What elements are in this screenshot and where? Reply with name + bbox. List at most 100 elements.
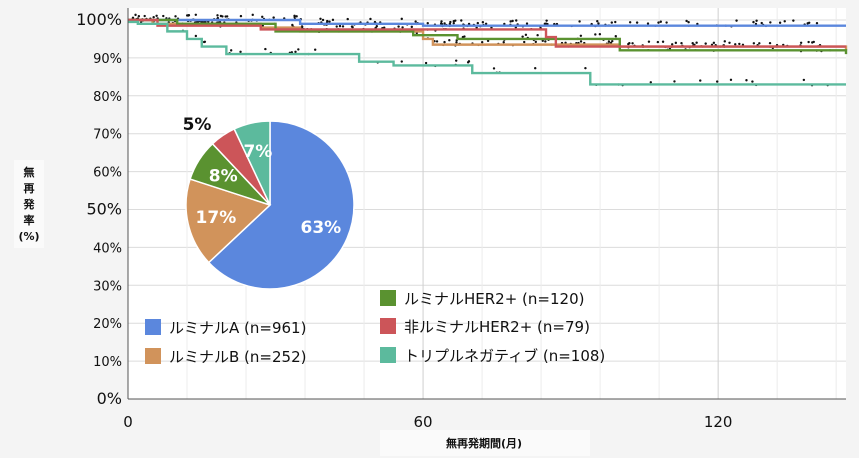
censor-dot bbox=[410, 25, 414, 29]
survival-curve bbox=[128, 18, 846, 27]
censor-dot bbox=[735, 19, 738, 22]
censor-dot bbox=[545, 19, 548, 22]
censor-dot bbox=[610, 21, 613, 24]
censor-dot bbox=[728, 41, 731, 44]
censor-dot bbox=[680, 41, 683, 45]
censor-dot bbox=[751, 80, 754, 83]
censor-dot bbox=[674, 41, 678, 45]
censor-dot bbox=[452, 21, 455, 25]
censor-dot bbox=[484, 22, 488, 26]
censor-dot bbox=[687, 21, 690, 24]
censor-dot bbox=[715, 80, 719, 83]
censor-dot bbox=[203, 40, 207, 43]
y-axis-title-char: 率 bbox=[24, 213, 35, 227]
pie-slice-label: 5% bbox=[183, 115, 212, 135]
censor-dot bbox=[598, 32, 602, 36]
censor-dot bbox=[216, 14, 219, 17]
censor-dot bbox=[704, 42, 707, 45]
legend-swatch bbox=[145, 348, 161, 364]
censor-dot bbox=[745, 79, 748, 82]
censor-dot bbox=[426, 21, 429, 25]
censor-dot bbox=[808, 21, 811, 25]
censor-dot bbox=[448, 39, 451, 42]
censor-dot bbox=[597, 22, 600, 25]
x-axis-title-bg bbox=[380, 430, 590, 456]
censor-dot bbox=[152, 15, 155, 19]
censor-dot bbox=[536, 34, 539, 37]
y-axis-title-char: 無 bbox=[24, 165, 35, 179]
censor-dot bbox=[239, 14, 243, 18]
y-tick-label: 20% bbox=[93, 317, 122, 332]
censor-dot bbox=[755, 19, 758, 22]
x-tick-label: 0 bbox=[123, 413, 133, 431]
censor-dot bbox=[712, 41, 716, 45]
legend-swatch bbox=[145, 319, 161, 335]
censor-dot bbox=[455, 59, 458, 62]
censor-dot bbox=[401, 26, 404, 29]
censor-dot bbox=[659, 20, 662, 23]
censor-dot bbox=[335, 25, 338, 28]
censor-dot bbox=[455, 41, 458, 44]
censor-dot bbox=[752, 20, 755, 24]
censor-dot bbox=[397, 25, 400, 28]
legend-swatch bbox=[380, 347, 396, 363]
censor-dot bbox=[778, 21, 782, 24]
censor-dot bbox=[614, 20, 617, 24]
censor-dot bbox=[769, 21, 772, 24]
pie-slice bbox=[207, 120, 355, 290]
x-axis-title: 無再発期間(月) bbox=[446, 436, 522, 450]
censor-dot bbox=[596, 20, 599, 23]
pie-slice bbox=[185, 178, 272, 264]
censor-dot bbox=[673, 80, 676, 83]
censor-dot bbox=[646, 22, 650, 25]
censor-dot bbox=[435, 40, 439, 43]
censor-dot bbox=[723, 40, 726, 43]
censor-dot bbox=[734, 43, 737, 46]
censor-dot bbox=[628, 21, 632, 24]
pie-slice-label: 8% bbox=[209, 166, 238, 186]
censor-dot bbox=[229, 49, 233, 52]
censor-dot bbox=[369, 17, 372, 21]
censor-dot bbox=[492, 67, 496, 70]
legend-label: トリプルネガティブ (n=108) bbox=[404, 347, 605, 365]
censor-dot bbox=[224, 15, 227, 18]
censor-dot bbox=[454, 19, 457, 22]
censor-dot bbox=[544, 40, 547, 43]
censor-dot bbox=[649, 81, 652, 84]
x-tick-label: 60 bbox=[414, 413, 433, 431]
censor-dot bbox=[502, 41, 505, 44]
censor-dot bbox=[614, 34, 617, 38]
survival-curves bbox=[128, 18, 848, 86]
censor-dot bbox=[695, 41, 698, 44]
censor-dot bbox=[463, 35, 466, 38]
pie-chart: 63% 17% 8% 5% 7% bbox=[183, 115, 355, 290]
censor-dot bbox=[691, 41, 694, 45]
censor-dot bbox=[134, 13, 137, 17]
censor-dot bbox=[272, 16, 275, 19]
censor-dot bbox=[815, 21, 819, 25]
censor-dot bbox=[635, 21, 639, 24]
censor-dot bbox=[792, 19, 795, 22]
legend-label: ルミナルA (n=961) bbox=[169, 319, 306, 337]
censor-dot bbox=[162, 14, 165, 18]
pie-slice-label: 17% bbox=[196, 208, 237, 228]
censor-dot bbox=[657, 21, 660, 24]
censor-dot bbox=[295, 15, 298, 18]
y-tick-label: 50% bbox=[86, 200, 122, 219]
censor-dot bbox=[812, 40, 815, 44]
censor-dot bbox=[534, 40, 537, 44]
x-tick-label: 120 bbox=[704, 413, 733, 431]
y-axis-title-char: 発 bbox=[23, 197, 36, 211]
censor-dot bbox=[509, 20, 512, 23]
censor-dot bbox=[239, 50, 242, 54]
censor-dot bbox=[544, 22, 548, 25]
censor-dot bbox=[261, 15, 264, 19]
censor-dot bbox=[346, 17, 349, 21]
censor-dot bbox=[174, 15, 177, 18]
y-tick-label: 30% bbox=[93, 279, 122, 294]
censor-dot bbox=[579, 40, 583, 43]
censor-dot bbox=[331, 18, 335, 22]
censor-dot bbox=[294, 50, 297, 54]
censor-dot bbox=[440, 20, 443, 23]
censor-dot bbox=[194, 13, 198, 17]
